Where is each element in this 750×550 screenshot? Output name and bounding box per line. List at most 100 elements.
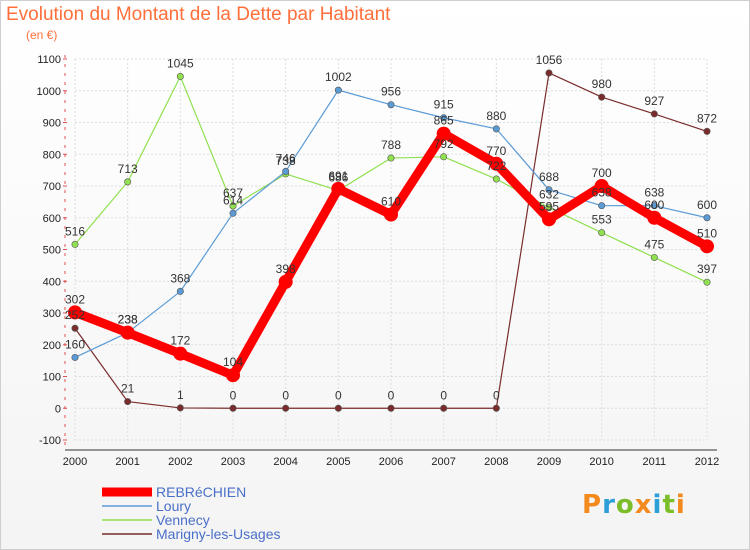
y-tick-label: 0	[55, 403, 61, 415]
data-point	[545, 69, 553, 77]
legend-label: Vennecy	[156, 512, 210, 528]
data-label: 302	[65, 292, 85, 306]
data-point	[436, 126, 451, 141]
data-label: 632	[539, 188, 559, 202]
data-point	[173, 346, 188, 361]
data-point	[650, 253, 658, 261]
x-tick-label: 2001	[115, 456, 139, 468]
data-label: 1045	[167, 56, 194, 70]
data-label: 172	[170, 334, 190, 348]
y-tick-label: 200	[43, 340, 61, 352]
chart-subtitle: (en €)	[26, 28, 58, 42]
x-tick-label: 2012	[695, 456, 719, 468]
data-point	[492, 175, 500, 183]
data-point	[647, 210, 662, 225]
legend-label: Marigny-les-Usages	[156, 526, 280, 542]
data-point	[226, 368, 240, 383]
data-label: 398	[276, 262, 296, 276]
data-label: 21	[121, 382, 135, 396]
data-label: 516	[65, 224, 85, 238]
data-label: 0	[282, 388, 289, 402]
data-label: 792	[434, 137, 454, 151]
data-point	[278, 274, 293, 289]
data-label: 600	[697, 198, 717, 212]
x-tick-label: 2004	[273, 456, 297, 468]
data-point	[650, 202, 658, 210]
y-tick-label: 500	[43, 245, 61, 257]
data-point	[650, 110, 658, 118]
data-label: 872	[697, 111, 717, 125]
data-point	[598, 93, 606, 101]
data-label: 746	[276, 151, 296, 165]
data-point	[542, 212, 556, 227]
data-label: 1	[177, 388, 184, 402]
data-point	[703, 127, 711, 135]
data-label: 700	[592, 166, 612, 180]
data-label: 1056	[536, 53, 563, 67]
proxiti-logo: Proxiti	[582, 490, 686, 520]
data-label: 0	[493, 388, 500, 402]
y-tick-label: -100	[39, 435, 61, 447]
x-tick-label: 2005	[326, 456, 350, 468]
data-point	[334, 86, 342, 94]
data-point	[176, 404, 184, 412]
x-tick-label: 2002	[168, 456, 192, 468]
data-point	[229, 404, 237, 412]
data-point	[176, 72, 184, 80]
data-label: 614	[223, 193, 243, 207]
legend-label: Loury	[156, 498, 191, 514]
data-label: 610	[381, 195, 401, 209]
data-label: 880	[486, 109, 506, 123]
y-tick-label: 1100	[37, 54, 61, 66]
y-tick-label: 100	[43, 372, 61, 384]
data-label: 915	[434, 98, 454, 112]
data-point	[387, 154, 395, 162]
data-point	[387, 404, 395, 412]
data-point	[124, 398, 132, 406]
data-point	[598, 229, 606, 237]
data-point	[229, 209, 237, 217]
data-label: 788	[381, 138, 401, 152]
x-tick-label: 2010	[589, 456, 613, 468]
y-tick-label: 1000	[37, 86, 61, 98]
data-label: 865	[434, 114, 454, 128]
data-point	[120, 325, 135, 340]
data-point	[545, 186, 553, 194]
data-point	[594, 179, 609, 193]
data-point	[331, 181, 346, 196]
data-label: 252	[65, 308, 85, 322]
data-label: 980	[592, 77, 612, 91]
data-point	[334, 404, 342, 412]
y-tick-label: 300	[43, 308, 61, 320]
data-label: 637	[223, 186, 243, 200]
y-tick-label: 700	[43, 181, 61, 193]
grid	[74, 58, 708, 441]
data-point	[440, 153, 448, 161]
data-point	[71, 240, 79, 248]
data-label: 691	[328, 169, 348, 183]
data-point	[71, 324, 79, 332]
data-point	[68, 305, 82, 320]
data-point	[598, 202, 606, 210]
data-point	[124, 178, 132, 186]
data-point	[492, 404, 500, 412]
data-label: 0	[230, 388, 237, 402]
data-label: 770	[486, 144, 506, 158]
data-label: 638	[644, 186, 664, 200]
data-label: 686	[328, 170, 348, 184]
axes: -100010020030040050060070080090010001100…	[37, 54, 720, 468]
data-label: 238	[118, 313, 138, 327]
data-point	[282, 404, 290, 412]
y-tick-label: 800	[43, 149, 61, 161]
data-point	[229, 202, 237, 210]
x-tick-label: 2009	[537, 456, 561, 468]
x-tick-label: 2006	[379, 456, 403, 468]
data-point	[387, 101, 395, 109]
data-point	[489, 156, 504, 171]
x-tick-label: 2003	[221, 456, 245, 468]
data-label: 713	[118, 162, 138, 176]
data-point	[440, 114, 448, 122]
x-tick-label: 2007	[431, 456, 455, 468]
